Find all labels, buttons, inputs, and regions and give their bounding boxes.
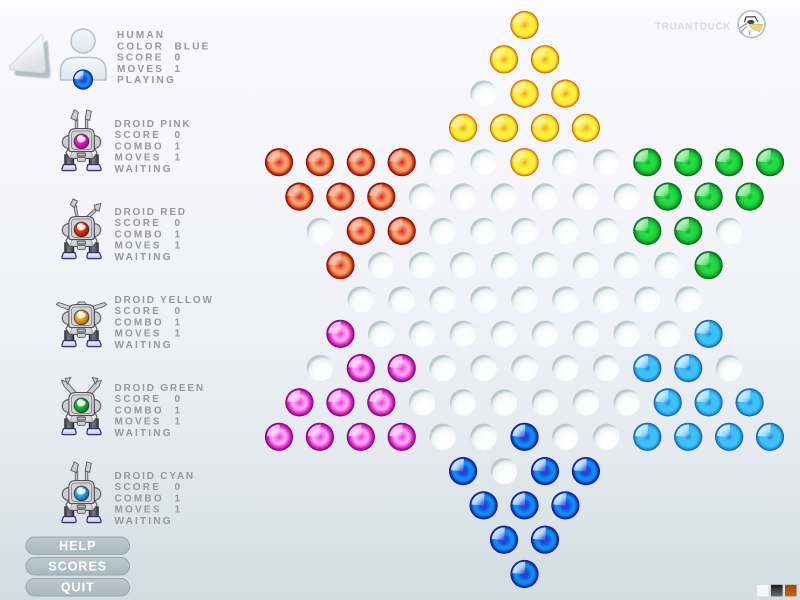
svg-text:0: 0 — [175, 53, 183, 64]
svg-text:SCORE: SCORE — [115, 306, 162, 317]
svg-text:1: 1 — [175, 141, 183, 152]
svg-text:BLUE: BLUE — [175, 41, 211, 52]
svg-text:SCORE: SCORE — [115, 394, 162, 405]
svg-text:SCORE: SCORE — [115, 482, 162, 493]
svg-text:WAITING: WAITING — [115, 516, 173, 527]
svg-text:HUMAN: HUMAN — [117, 30, 165, 41]
svg-text:DROID GREEN: DROID GREEN — [115, 383, 205, 394]
svg-text:1: 1 — [175, 64, 183, 75]
svg-text:0: 0 — [175, 482, 183, 493]
svg-text:HELP: HELP — [59, 539, 96, 553]
svg-text:SCORE: SCORE — [115, 130, 162, 141]
svg-text:MOVES: MOVES — [115, 153, 162, 164]
svg-text:DROID YELLOW: DROID YELLOW — [115, 295, 214, 306]
svg-text:COLOR: COLOR — [117, 41, 164, 52]
svg-text:MOVES: MOVES — [115, 417, 162, 428]
svg-text:MOVES: MOVES — [115, 329, 162, 340]
svg-text:1: 1 — [175, 493, 183, 504]
svg-text:0: 0 — [175, 394, 183, 405]
svg-text:1: 1 — [175, 317, 183, 328]
svg-text:TRUANTDUCK: TRUANTDUCK — [655, 22, 731, 33]
svg-text:WAITING: WAITING — [115, 252, 173, 263]
svg-text:WAITING: WAITING — [115, 428, 173, 439]
svg-text:1: 1 — [175, 229, 183, 240]
svg-text:MOVES: MOVES — [117, 64, 164, 75]
svg-text:MOVES: MOVES — [115, 505, 162, 516]
svg-text:SCORES: SCORES — [48, 560, 107, 574]
svg-text:1: 1 — [175, 405, 183, 416]
svg-text:DROID PINK: DROID PINK — [115, 119, 192, 130]
svg-text:WAITING: WAITING — [115, 164, 173, 175]
svg-text:SCORE: SCORE — [115, 218, 162, 229]
svg-text:COMBO: COMBO — [115, 405, 164, 416]
svg-text:MOVES: MOVES — [115, 241, 162, 252]
svg-text:COMBO: COMBO — [115, 493, 164, 504]
svg-text:PLAYING: PLAYING — [117, 75, 176, 86]
svg-text:1: 1 — [175, 241, 183, 252]
svg-text:0: 0 — [175, 306, 183, 317]
svg-text:COMBO: COMBO — [115, 141, 164, 152]
svg-text:SCORE: SCORE — [117, 53, 164, 64]
svg-text:1: 1 — [175, 153, 183, 164]
svg-text:COMBO: COMBO — [115, 317, 164, 328]
svg-text:WAITING: WAITING — [115, 340, 173, 351]
svg-text:COMBO: COMBO — [115, 229, 164, 240]
svg-text:QUIT: QUIT — [61, 581, 95, 595]
svg-text:DROID RED: DROID RED — [115, 207, 187, 218]
svg-text:1: 1 — [175, 505, 183, 516]
svg-text:1: 1 — [175, 417, 183, 428]
svg-text:0: 0 — [175, 218, 183, 229]
svg-text:DROID CYAN: DROID CYAN — [115, 471, 195, 482]
svg-text:1: 1 — [175, 329, 183, 340]
svg-text:0: 0 — [175, 130, 183, 141]
